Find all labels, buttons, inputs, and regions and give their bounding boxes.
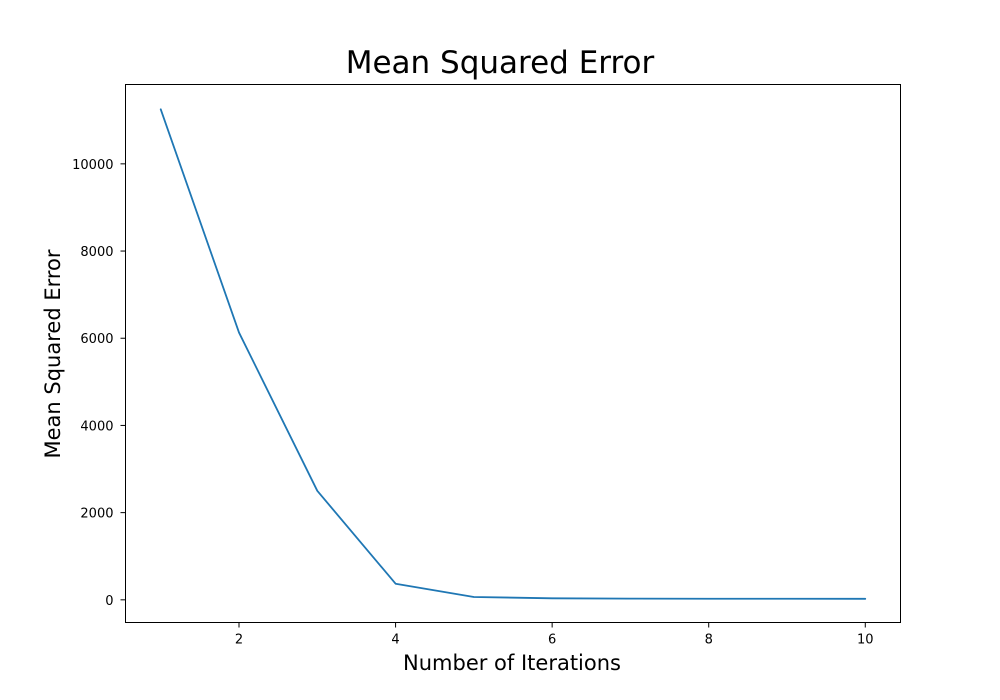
x-axis: 2 4 6 8 10	[235, 622, 874, 648]
chart-title: Mean Squared Error	[346, 45, 655, 81]
x-tick-label: 6	[548, 633, 556, 648]
x-tick-label: 8	[705, 633, 713, 648]
y-tick-label: 10000	[72, 158, 113, 173]
x-tick-label: 4	[391, 633, 399, 648]
y-tick-label: 4000	[80, 419, 113, 434]
plot-frame	[125, 84, 901, 623]
series-layer	[159, 108, 867, 600]
x-axis-label: Number of Iterations	[403, 651, 621, 675]
y-tick-label: 8000	[80, 245, 113, 260]
y-tick-label: 0	[105, 594, 113, 609]
y-tick-label: 6000	[80, 332, 113, 347]
x-tick-label: 2	[235, 633, 243, 648]
x-tick-label: 10	[857, 633, 874, 648]
series-line	[159, 108, 867, 600]
y-axis-label: Mean Squared Error	[41, 249, 65, 458]
y-axis: 0 2000 4000 6000 8000 10000	[72, 158, 126, 609]
plot-area: 2 4 6 8 10 0 2000 4000 6000 8000 10000	[72, 84, 901, 648]
y-tick-label: 2000	[80, 507, 113, 522]
